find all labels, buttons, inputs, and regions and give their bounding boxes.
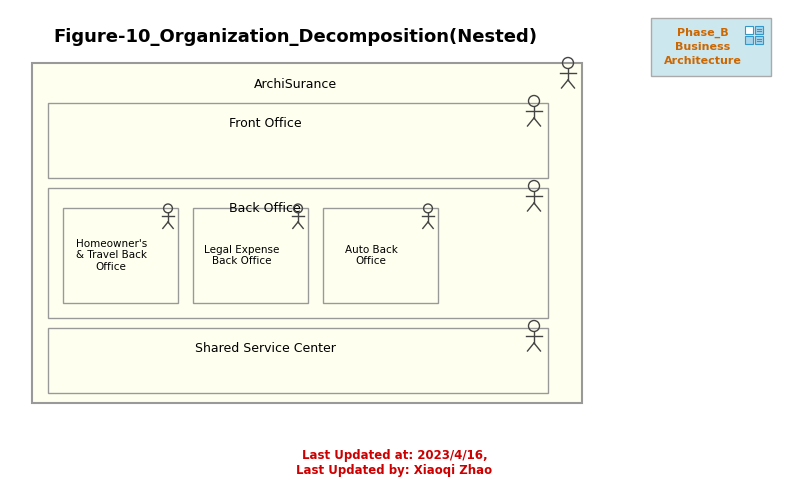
- Bar: [745, 36, 753, 44]
- Text: Homeowner's
& Travel Back
Office: Homeowner's & Travel Back Office: [76, 239, 147, 272]
- Text: Last Updated at: 2023/4/16,
Last Updated by: Xiaoqi Zhao: Last Updated at: 2023/4/16, Last Updated…: [297, 449, 492, 477]
- Text: Shared Service Center: Shared Service Center: [195, 342, 335, 355]
- Bar: [755, 26, 763, 34]
- Text: Figure-10_Organization_Decomposition(Nested): Figure-10_Organization_Decomposition(Nes…: [53, 28, 537, 46]
- Text: Legal Expense
Back Office: Legal Expense Back Office: [204, 244, 279, 266]
- Bar: [63, 208, 178, 303]
- Text: Architecture: Architecture: [664, 56, 742, 66]
- Bar: [48, 188, 548, 318]
- Text: Auto Back
Office: Auto Back Office: [345, 244, 398, 266]
- Bar: [323, 208, 438, 303]
- Bar: [755, 36, 763, 44]
- Text: Business: Business: [675, 42, 731, 52]
- Text: ArchiSurance: ArchiSurance: [253, 78, 337, 91]
- Bar: [745, 26, 753, 34]
- Text: Phase_B: Phase_B: [677, 28, 729, 38]
- Bar: [651, 18, 771, 76]
- Text: Front Office: Front Office: [229, 117, 301, 130]
- Bar: [32, 63, 582, 403]
- Bar: [48, 103, 548, 178]
- Bar: [193, 208, 308, 303]
- Text: Back Office: Back Office: [229, 202, 301, 215]
- Bar: [48, 328, 548, 393]
